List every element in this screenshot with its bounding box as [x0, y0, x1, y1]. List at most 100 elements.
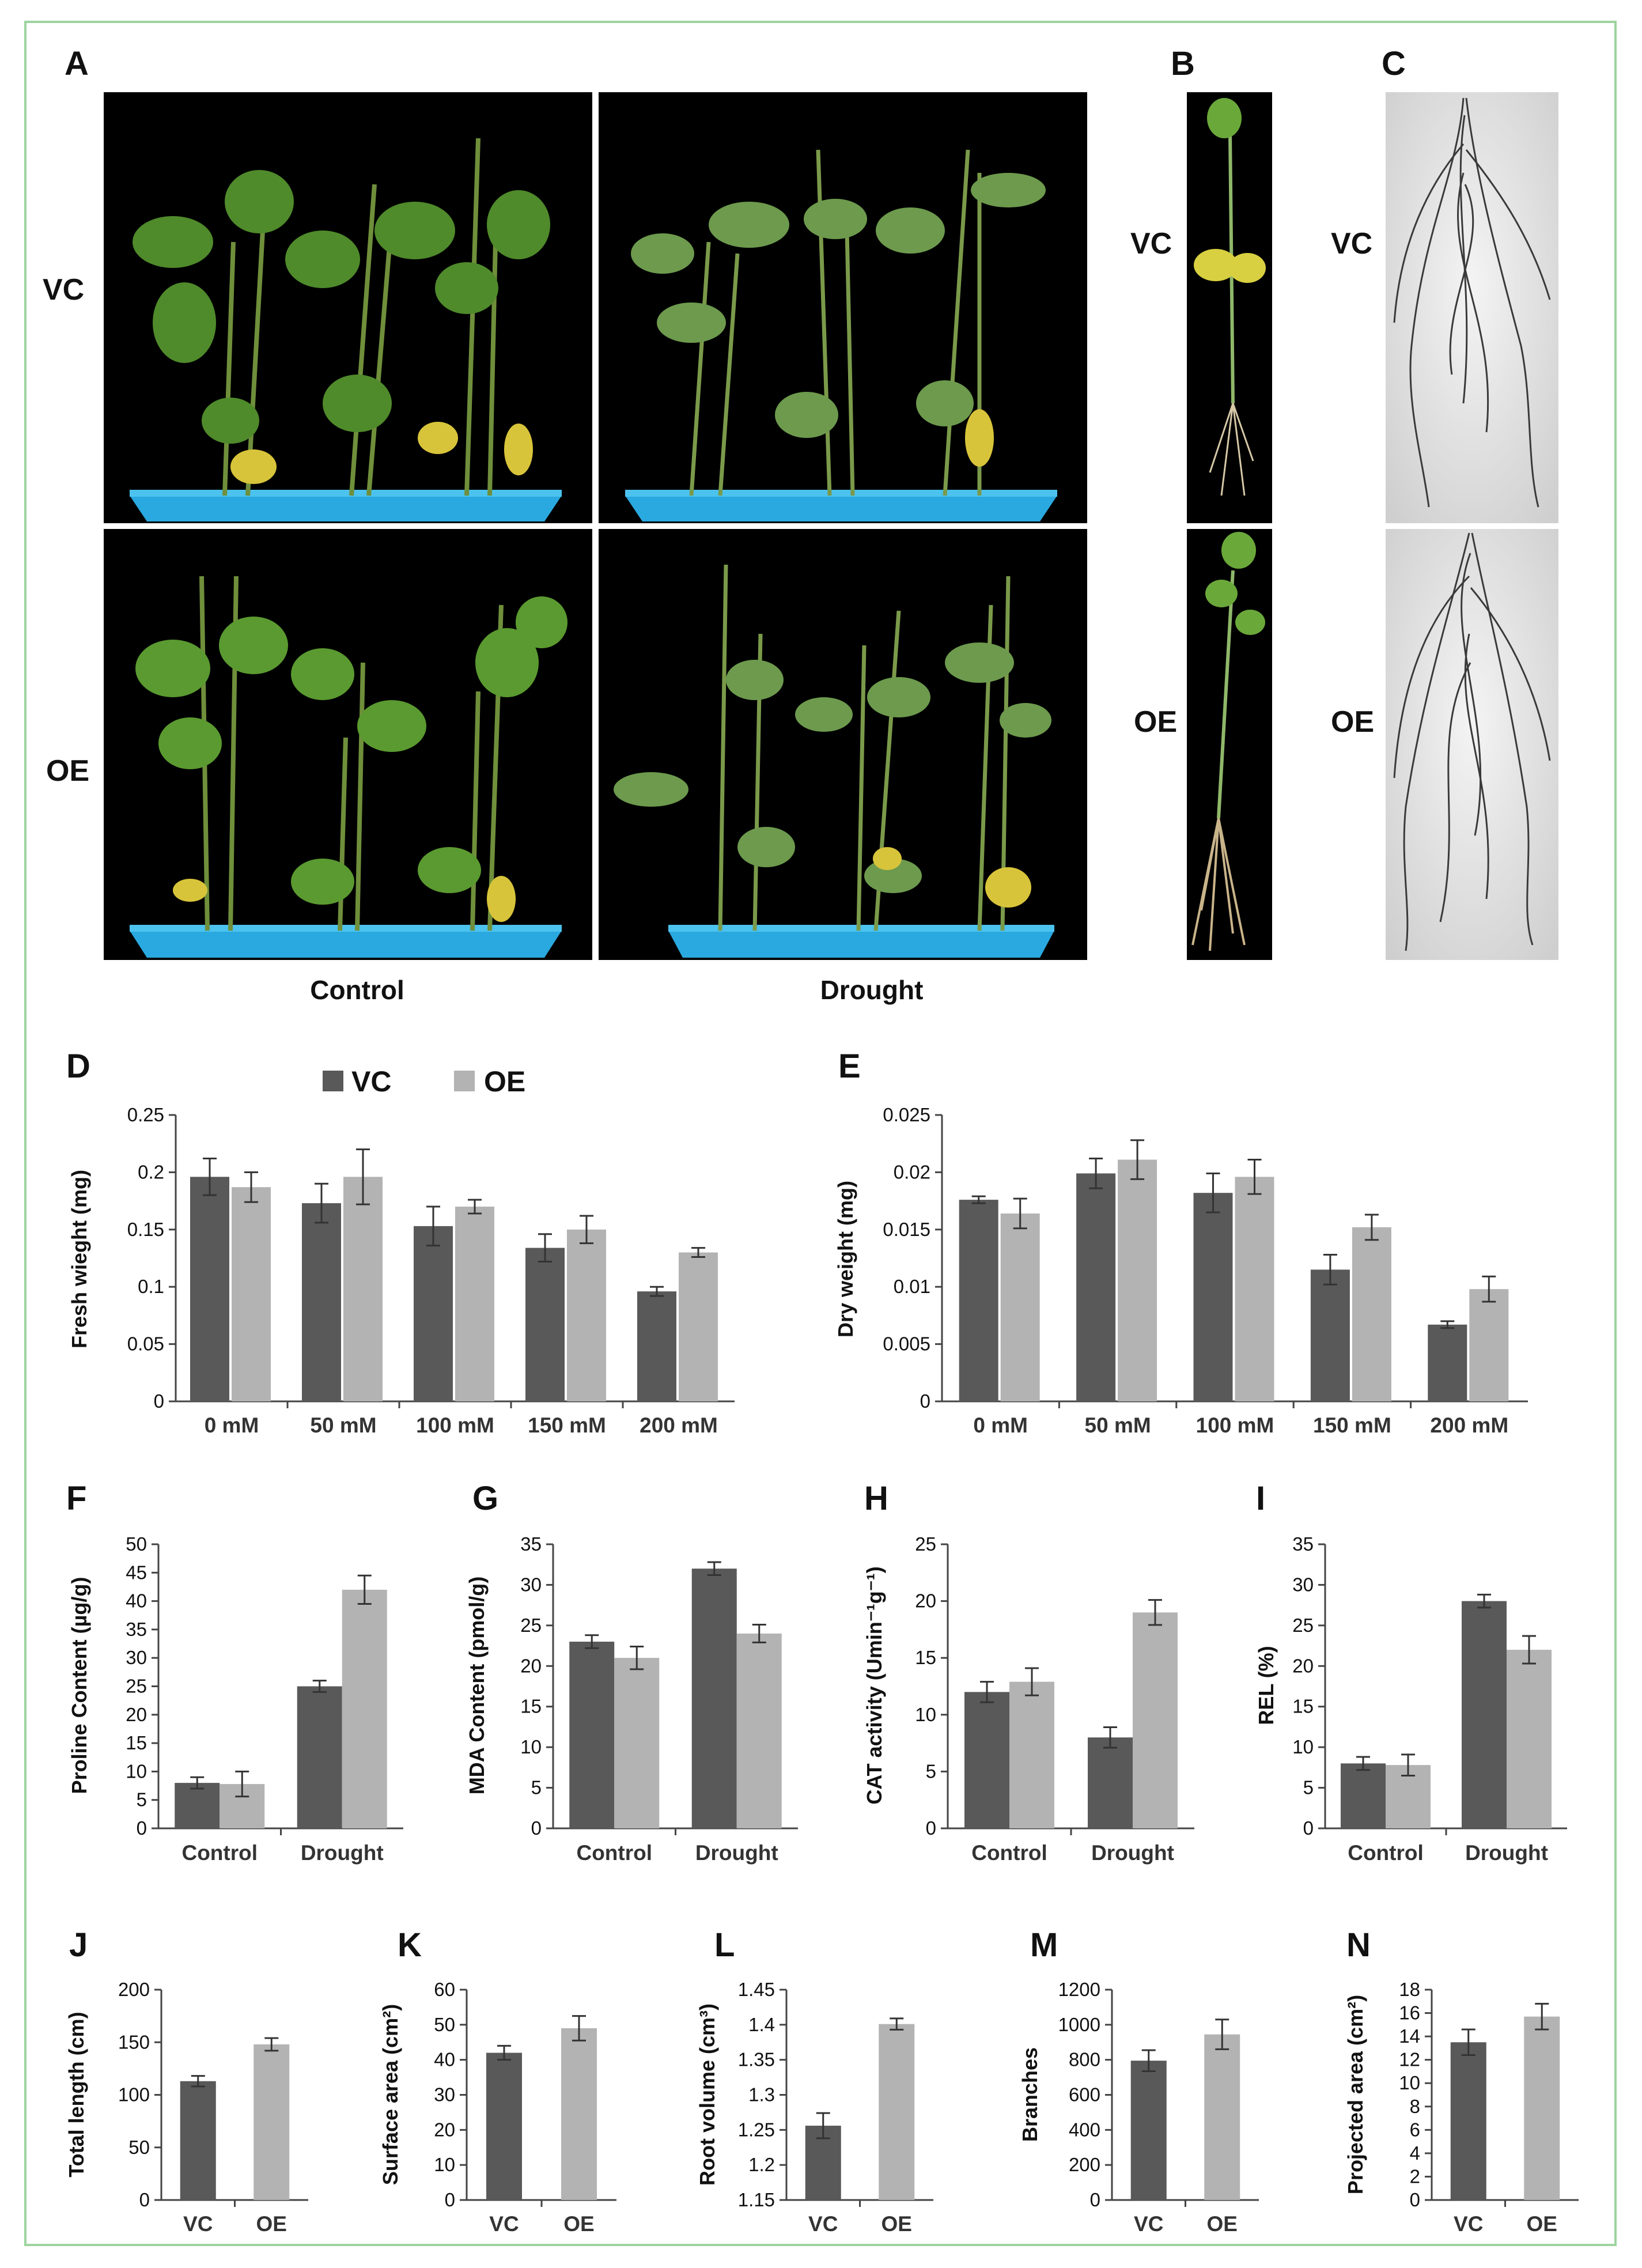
- error-bar: [1025, 1667, 1039, 1696]
- bar-oe-1: [254, 2044, 290, 2200]
- bar-oe-3: [1352, 1227, 1391, 1401]
- y-axis-label: Projected area (cm²): [1344, 1995, 1367, 2194]
- chart-i: I 0 5 10 15 20 25 30 35 REL (%) Control Drought: [1254, 1480, 1567, 1865]
- y-axis-label: Fresh wieght (mg): [67, 1170, 91, 1348]
- y-axis-label: Root volume (cm³): [695, 2004, 719, 2186]
- chart-f: F 0 5 10 15 20 25 30 35 40 45 50 Proline Content (µg…: [66, 1480, 403, 1865]
- error-bar: [190, 1776, 205, 1790]
- error-bar: [585, 1634, 599, 1649]
- bar-oe-1: [879, 2024, 915, 2200]
- photo-oe-drought: [599, 529, 1087, 960]
- panel-letter-j: J: [69, 1926, 88, 1964]
- y-tick-label: 100: [118, 2084, 150, 2106]
- x-tick-label: 0 mM: [205, 1413, 259, 1437]
- y-tick-label: 5: [531, 1777, 542, 1798]
- figure-frame: [24, 21, 1617, 2246]
- panel-letter-n: N: [1346, 1926, 1371, 1964]
- photo-vc-drought: [599, 92, 1087, 523]
- error-bar: [1522, 1635, 1536, 1665]
- y-tick-label: 0: [154, 1390, 164, 1412]
- error-bar: [630, 1645, 644, 1670]
- panel-letter-h: H: [864, 1480, 888, 1517]
- error-bar: [244, 1171, 258, 1203]
- bar-vc-4: [1428, 1324, 1467, 1401]
- error-bar: [191, 2075, 205, 2088]
- y-tick-label: 1.25: [738, 2119, 775, 2140]
- x-tick-label: VC: [808, 2212, 838, 2236]
- x-tick-label: Drought: [1465, 1841, 1548, 1865]
- x-tick-label: VC: [489, 2212, 519, 2236]
- bar-vc-1: [1088, 1737, 1133, 1828]
- y-tick-label: 25: [915, 1533, 936, 1555]
- y-tick-label: 25: [520, 1615, 542, 1636]
- y-tick-label: 2: [1410, 2165, 1420, 2187]
- y-tick-label: 800: [1069, 2049, 1100, 2070]
- y-tick-label: 1200: [1058, 1979, 1100, 2000]
- bar-vc-0: [964, 1692, 1009, 1828]
- chart-h: H 0 5 10 15 20 25 CAT activity (Umin⁻¹g⁻¹) Contr…: [862, 1480, 1194, 1865]
- y-tick-label: 15: [520, 1696, 542, 1717]
- bar-vc-2: [414, 1226, 453, 1401]
- photo-vc-control: [104, 92, 592, 523]
- y-tick-label: 0.02: [894, 1161, 930, 1182]
- error-bar: [264, 2037, 279, 2052]
- y-tick-label: 25: [1292, 1615, 1314, 1636]
- bar-oe-2: [1235, 1177, 1274, 1401]
- x-tick-label: OE: [881, 2212, 912, 2236]
- y-axis-label: Surface area (cm²): [379, 2004, 402, 2185]
- y-tick-label: 10: [1292, 1736, 1314, 1757]
- y-tick-label: 0: [531, 1817, 542, 1839]
- panel-a-col-label-control: Control: [310, 975, 404, 1005]
- bar-oe-1: [342, 1589, 387, 1828]
- y-tick-label: 10: [520, 1736, 542, 1757]
- y-tick-label: 1.35: [738, 2049, 775, 2070]
- y-tick-label: 200: [1069, 2154, 1100, 2175]
- bar-oe-1: [1507, 1650, 1552, 1828]
- y-tick-label: 16: [1399, 2002, 1420, 2024]
- error-bar: [1401, 1753, 1415, 1776]
- y-tick-label: 5: [926, 1760, 936, 1782]
- error-bar: [707, 1561, 721, 1577]
- error-bar: [1206, 1172, 1220, 1214]
- error-bar: [1535, 2002, 1549, 2031]
- x-tick-label: 150 mM: [528, 1413, 606, 1437]
- y-axis-label: REL (%): [1254, 1646, 1278, 1725]
- y-tick-label: 0: [139, 2189, 150, 2210]
- y-tick-label: 0.01: [894, 1276, 930, 1297]
- legend-swatch-vc: [323, 1071, 343, 1091]
- y-tick-label: 1.2: [748, 2154, 775, 2175]
- x-tick-label: 150 mM: [1313, 1413, 1391, 1437]
- bar-vc-1: [1462, 1601, 1507, 1828]
- bar-vc-3: [525, 1248, 565, 1401]
- error-bar: [1215, 2018, 1229, 2050]
- bar-vc-1: [691, 1568, 737, 1828]
- y-tick-label: 60: [434, 1979, 455, 2000]
- error-bar: [1130, 1139, 1145, 1180]
- x-tick-label: OE: [563, 2212, 594, 2236]
- error-bar: [426, 1205, 440, 1247]
- y-axis-label: MDA Content (pmol/g): [465, 1577, 489, 1795]
- bar-oe-1: [736, 1633, 782, 1828]
- y-tick-label: 25: [126, 1676, 147, 1697]
- y-tick-label: 1.15: [738, 2189, 775, 2210]
- y-tick-label: 0: [137, 1817, 147, 1839]
- bar-oe-0: [614, 1658, 660, 1828]
- bar-oe-0: [1000, 1213, 1040, 1401]
- bar-vc-1: [302, 1203, 341, 1401]
- y-tick-label: 0.25: [127, 1104, 164, 1125]
- chart-j: J 0 50 100 150 200 Total length (cm) VC OE: [65, 1926, 308, 2236]
- y-tick-label: 35: [1292, 1533, 1314, 1555]
- y-tick-label: 0: [926, 1817, 936, 1839]
- error-bar: [691, 1247, 705, 1258]
- y-tick-label: 15: [1292, 1696, 1314, 1717]
- y-tick-label: 0: [1410, 2189, 1420, 2210]
- x-tick-label: 0 mM: [973, 1413, 1028, 1437]
- panel-letter-d: D: [66, 1048, 90, 1085]
- bar-oe-1: [343, 1177, 383, 1401]
- error-bar: [580, 1215, 593, 1245]
- error-bar: [650, 1286, 664, 1297]
- y-tick-label: 30: [1292, 1574, 1314, 1595]
- error-bar: [1356, 1756, 1370, 1771]
- y-tick-label: 10: [126, 1760, 147, 1782]
